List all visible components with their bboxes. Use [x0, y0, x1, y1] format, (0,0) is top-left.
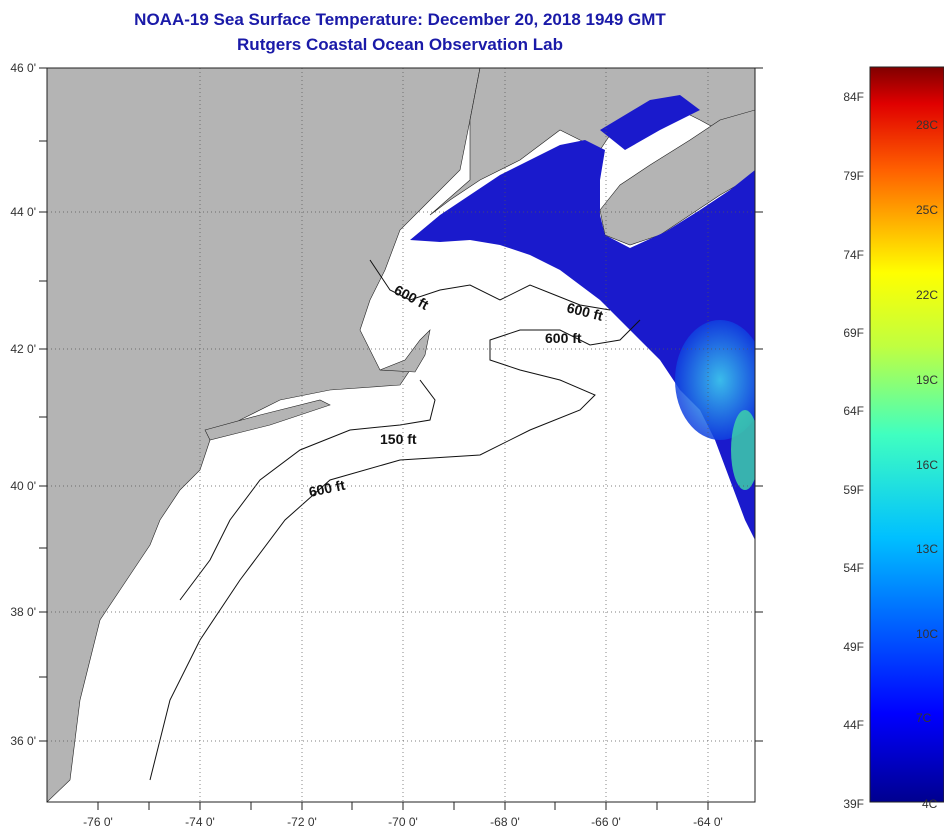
- lon-tick-label: -76 0': [83, 815, 113, 829]
- colorbar-c-label: 4C: [922, 797, 938, 811]
- map-frame: [46, 67, 756, 803]
- lon-tick-label: -70 0': [388, 815, 418, 829]
- depth-label: 600 ft: [545, 330, 582, 346]
- colorbar-f-label: 79F: [843, 169, 864, 183]
- colorbar-f-label: 69F: [843, 326, 864, 340]
- contour-150ft: [179, 379, 436, 601]
- lat-tick-label: 44 0': [10, 205, 36, 219]
- map-subtitle: Rutgers Coastal Ocean Observation Lab: [237, 35, 563, 54]
- lon-tick-label: -68 0': [490, 815, 520, 829]
- land-cape-cod: [379, 329, 431, 373]
- sst-warm-edge: [731, 410, 755, 490]
- lon-tick-label: -74 0': [185, 815, 215, 829]
- lat-tick-label: 40 0': [10, 479, 36, 493]
- land-long-island: [204, 399, 331, 441]
- map-plot-area: [47, 68, 755, 802]
- colorbar-f-label: 84F: [843, 90, 864, 104]
- colorbar-f-label: 74F: [843, 248, 864, 262]
- colorbar-c-label: 28C: [916, 118, 938, 132]
- lat-tick-label: 42 0': [10, 342, 36, 356]
- land-us-east-coast: [47, 68, 481, 802]
- colorbar-f-label: 59F: [843, 483, 864, 497]
- lat-tick-label: 36 0': [10, 734, 36, 748]
- colorbar-f-label: 44F: [843, 718, 864, 732]
- lat-tick-label: 46 0': [10, 61, 36, 75]
- sst-bay-of-fundy: [600, 95, 700, 150]
- colorbar-c-label: 16C: [916, 458, 938, 472]
- map-ticks: [39, 67, 763, 810]
- colorbar-c-label: 22C: [916, 288, 938, 302]
- colorbar-f-label: 49F: [843, 640, 864, 654]
- colorbar-scale: [869, 66, 944, 803]
- colorbar-c-label: 19C: [916, 373, 938, 387]
- lon-tick-label: -66 0': [591, 815, 621, 829]
- colorbar-c-label: 10C: [916, 627, 938, 641]
- colorbar-f-label: 64F: [843, 404, 864, 418]
- colorbar-f-label: 39F: [843, 797, 864, 811]
- colorbar-c-label: 7C: [916, 711, 932, 725]
- land-nova-scotia: [599, 109, 755, 246]
- sst-cold-water: [410, 140, 755, 540]
- map-title: NOAA-19 Sea Surface Temperature: Decembe…: [134, 10, 666, 29]
- lat-tick-label: 38 0': [10, 605, 36, 619]
- lon-tick-label: -72 0': [287, 815, 317, 829]
- sst-warm-patch: [675, 320, 755, 440]
- depth-label: 150 ft: [380, 431, 417, 447]
- contour-600ft-outer: [149, 319, 641, 781]
- colorbar-f-label: 54F: [843, 561, 864, 575]
- colorbar-c-label: 25C: [916, 203, 938, 217]
- colorbar-c-label: 13C: [916, 542, 938, 556]
- depth-label: 600 ft: [307, 477, 346, 500]
- contour-600ft-gom: [369, 259, 611, 311]
- lon-tick-label: -64 0': [693, 815, 723, 829]
